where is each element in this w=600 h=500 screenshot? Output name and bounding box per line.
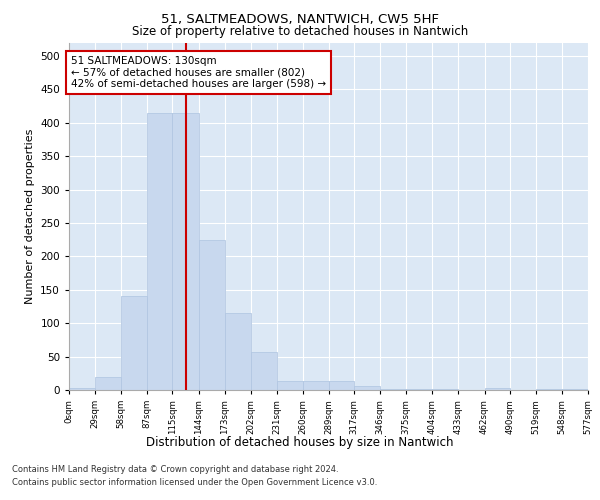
Bar [95,376,121,390]
Text: 51 SALTMEADOWS: 130sqm
← 57% of detached houses are smaller (802)
42% of semi-de: 51 SALTMEADOWS: 130sqm ← 57% of detached… [71,56,326,89]
Bar [485,388,510,390]
Bar [121,296,147,390]
Bar [172,112,199,390]
Bar [329,382,354,390]
Bar [147,112,172,390]
Text: Size of property relative to detached houses in Nantwich: Size of property relative to detached ho… [132,25,468,38]
Text: 51, SALTMEADOWS, NANTWICH, CW5 5HF: 51, SALTMEADOWS, NANTWICH, CW5 5HF [161,12,439,26]
Bar [354,386,380,390]
Text: Distribution of detached houses by size in Nantwich: Distribution of detached houses by size … [146,436,454,449]
Bar [69,388,95,390]
Bar [224,313,251,390]
Bar [199,240,224,390]
Text: Contains HM Land Registry data © Crown copyright and database right 2024.: Contains HM Land Registry data © Crown c… [12,466,338,474]
Y-axis label: Number of detached properties: Number of detached properties [25,128,35,304]
Bar [277,382,303,390]
Bar [303,382,329,390]
Bar [251,352,277,390]
Text: Contains public sector information licensed under the Open Government Licence v3: Contains public sector information licen… [12,478,377,487]
